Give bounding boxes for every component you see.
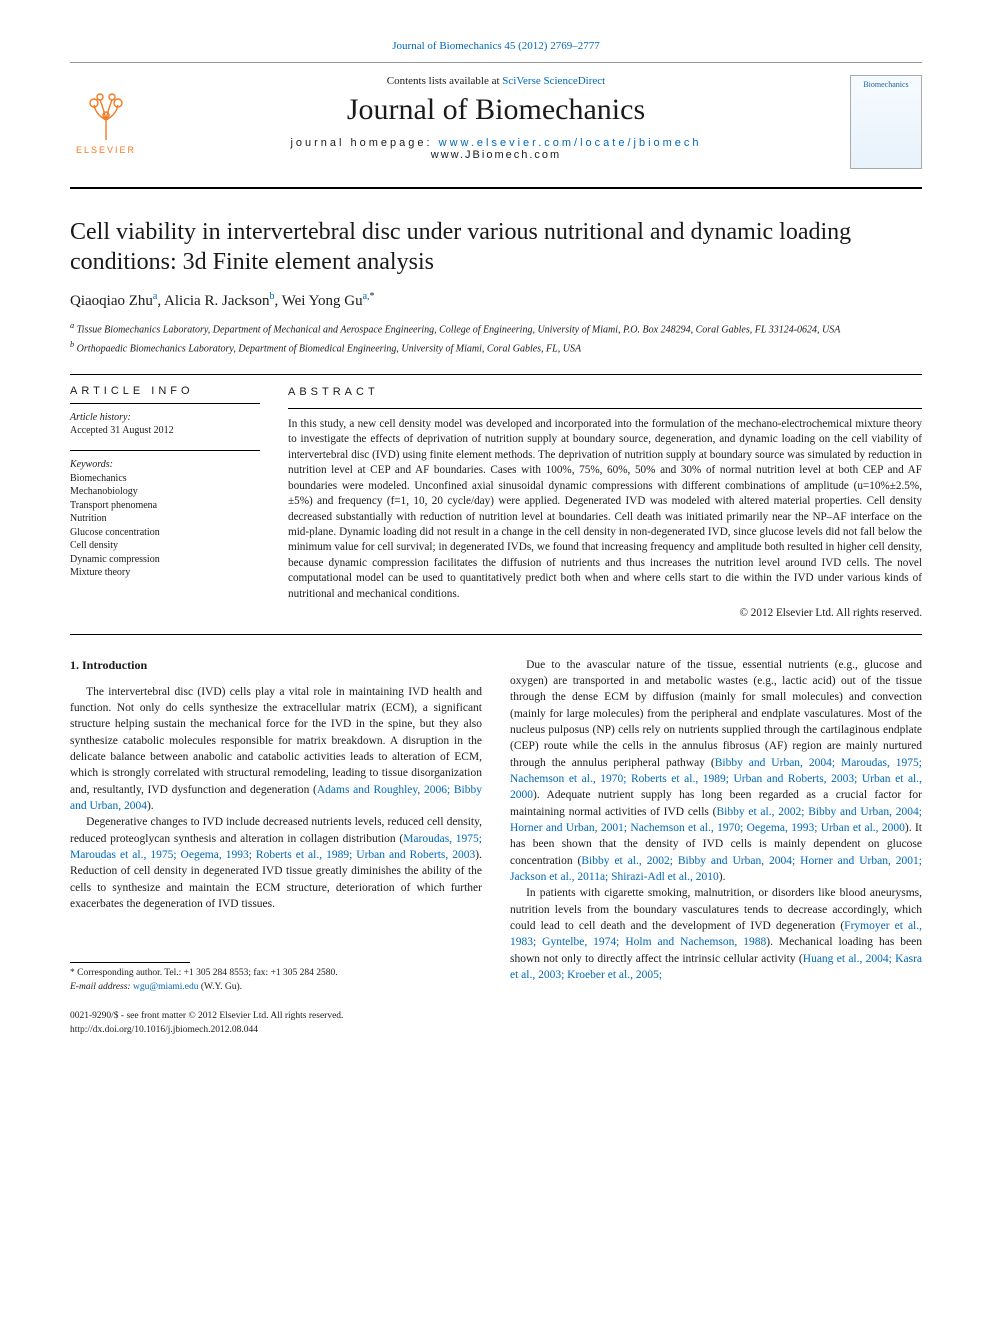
header-center: Contents lists available at SciVerse Sci…: [142, 75, 850, 161]
keyword-1: Mechanobiology: [70, 485, 260, 499]
intro-p1-tail: ).: [147, 800, 154, 812]
cover-thumbnail: Biomechanics: [850, 75, 922, 169]
intro-p1-text: The intervertebral disc (IVD) cells play…: [70, 686, 482, 796]
homepage-link-2[interactable]: www.JBiomech.com: [431, 149, 561, 161]
article-info: ARTICLE INFO Article history: Accepted 3…: [70, 385, 260, 622]
header-divider: [70, 187, 922, 189]
body-columns: 1. Introduction The intervertebral disc …: [70, 657, 922, 1038]
email-link[interactable]: wgu@miami.edu: [133, 982, 198, 992]
abstract-copyright: © 2012 Elsevier Ltd. All rights reserved…: [288, 606, 922, 621]
accepted-date: Accepted 31 August 2012: [70, 425, 260, 436]
journal-topline: Journal of Biomechanics 45 (2012) 2769–2…: [70, 40, 922, 52]
topline-link[interactable]: Journal of Biomechanics 45 (2012) 2769–2…: [392, 40, 599, 52]
journal-header: ELSEVIER Contents lists available at Sci…: [70, 75, 922, 177]
copyright-front-matter: 0021-9290/$ - see front matter © 2012 El…: [70, 1010, 482, 1023]
keywords-label: Keywords:: [70, 459, 260, 470]
author-2: Alicia R. Jackson: [164, 293, 269, 309]
keyword-0: Biomechanics: [70, 472, 260, 486]
cover-thumb-text: Biomechanics: [863, 80, 908, 89]
author-list: Qiaoqiao Zhua, Alicia R. Jacksonb, Wei Y…: [70, 291, 922, 310]
author-2-affil[interactable]: b: [269, 291, 274, 302]
keyword-7: Mixture theory: [70, 566, 260, 580]
keyword-4: Glucose concentration: [70, 526, 260, 540]
keyword-6: Dynamic compression: [70, 553, 260, 567]
info-divider-top: [70, 374, 922, 375]
info-divider-bottom: [70, 634, 922, 635]
intro-para-1: The intervertebral disc (IVD) cells play…: [70, 684, 482, 815]
author-1-affil[interactable]: a: [153, 291, 157, 302]
footer-block: * Corresponding author. Tel.: +1 305 284…: [70, 962, 482, 994]
affil-b-key: b: [70, 340, 74, 349]
doi-block: 0021-9290/$ - see front matter © 2012 El…: [70, 1010, 482, 1037]
intro-para-4: In patients with cigarette smoking, maln…: [510, 885, 922, 983]
footer-divider: [70, 962, 190, 963]
info-heading: ARTICLE INFO: [70, 385, 260, 397]
keyword-3: Nutrition: [70, 512, 260, 526]
affiliations: a Tissue Biomechanics Laboratory, Depart…: [70, 320, 922, 356]
page-wrapper: Journal of Biomechanics 45 (2012) 2769–2…: [0, 0, 992, 1067]
corresp-email-line: E-mail address: wgu@miami.edu (W.Y. Gu).: [70, 981, 482, 994]
p3-tail: ).: [719, 871, 726, 883]
author-3: Wei Yong Gu: [282, 293, 363, 309]
affil-b: b Orthopaedic Biomechanics Laboratory, D…: [70, 339, 922, 356]
publisher-name: ELSEVIER: [76, 145, 136, 155]
affil-b-text: Orthopaedic Biomechanics Laboratory, Dep…: [77, 343, 581, 354]
abstract: ABSTRACT In this study, a new cell densi…: [288, 385, 922, 622]
info-sub-divider-1: [70, 403, 260, 404]
affil-a: a Tissue Biomechanics Laboratory, Depart…: [70, 320, 922, 337]
author-3-affil[interactable]: a,: [363, 291, 370, 302]
section-1-heading: 1. Introduction: [70, 657, 482, 674]
abstract-heading: ABSTRACT: [288, 385, 922, 400]
history-label: Article history:: [70, 412, 260, 423]
email-name: (W.Y. Gu).: [198, 982, 242, 992]
corresponding-author: * Corresponding author. Tel.: +1 305 284…: [70, 967, 482, 980]
abstract-divider: [288, 408, 922, 409]
body-col-left: 1. Introduction The intervertebral disc …: [70, 657, 482, 1038]
p3-open: Due to the avascular nature of the tissu…: [510, 659, 922, 769]
author-1: Qiaoqiao Zhu: [70, 293, 153, 309]
intro-para-3: Due to the avascular nature of the tissu…: [510, 657, 922, 886]
topline-divider: [70, 62, 922, 63]
homepage-prefix: journal homepage:: [290, 137, 438, 149]
keyword-2: Transport phenomena: [70, 499, 260, 513]
affil-a-key: a: [70, 321, 74, 330]
publisher-logo: ELSEVIER: [70, 75, 142, 155]
info-abstract-row: ARTICLE INFO Article history: Accepted 3…: [70, 385, 922, 622]
affil-a-text: Tissue Biomechanics Laboratory, Departme…: [77, 324, 841, 335]
homepage-line: journal homepage: www.elsevier.com/locat…: [154, 137, 838, 149]
doi-link: http://dx.doi.org/10.1016/j.jbiomech.201…: [70, 1024, 482, 1037]
journal-name: Journal of Biomechanics: [154, 93, 838, 127]
abstract-body: In this study, a new cell density model …: [288, 417, 922, 602]
homepage-sub: www.JBiomech.com: [154, 149, 838, 161]
tree-icon: [76, 85, 136, 145]
sciencedirect-link[interactable]: SciVerse ScienceDirect: [502, 75, 605, 87]
body-col-right: Due to the avascular nature of the tissu…: [510, 657, 922, 1038]
keyword-5: Cell density: [70, 539, 260, 553]
homepage-link-1[interactable]: www.elsevier.com/locate/jbiomech: [439, 137, 702, 149]
email-label: E-mail address:: [70, 982, 133, 992]
contents-line: Contents lists available at SciVerse Sci…: [154, 75, 838, 87]
contents-prefix: Contents lists available at: [387, 75, 502, 87]
info-sub-divider-2: [70, 450, 260, 451]
intro-para-2: Degenerative changes to IVD include decr…: [70, 814, 482, 912]
article-title: Cell viability in intervertebral disc un…: [70, 217, 922, 277]
author-3-corresp[interactable]: *: [370, 291, 375, 302]
